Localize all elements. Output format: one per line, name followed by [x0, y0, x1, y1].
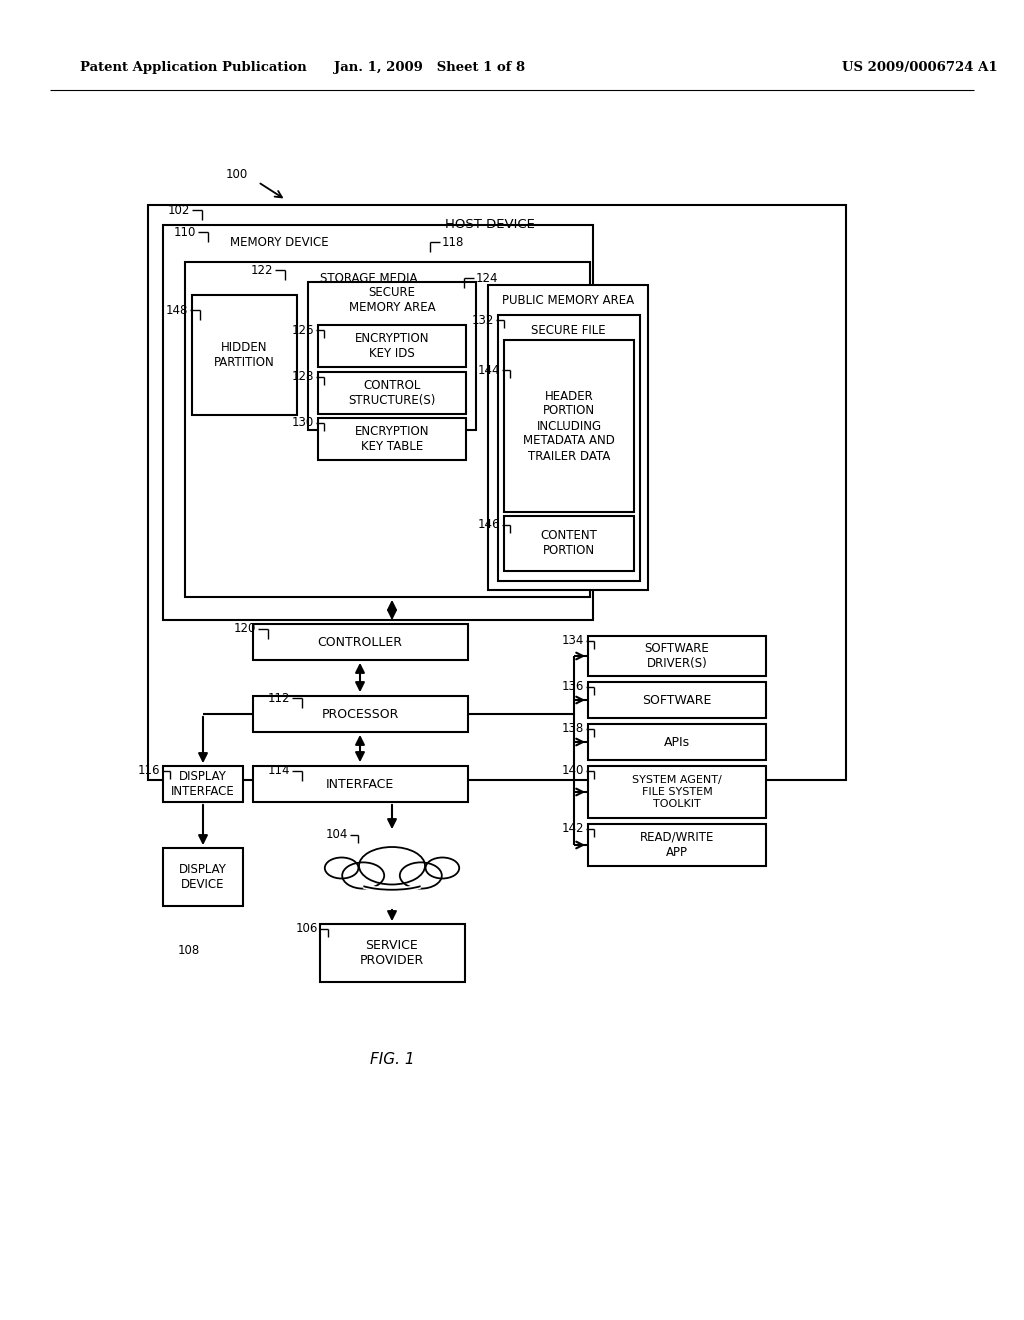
Bar [163, 766, 243, 803]
Bar [253, 624, 468, 660]
Bar [148, 205, 846, 780]
Bar [318, 372, 466, 414]
Text: 100: 100 [225, 169, 248, 181]
Bar [163, 847, 243, 906]
Text: DISPLAY
INTERFACE: DISPLAY INTERFACE [171, 770, 234, 799]
Text: 134: 134 [561, 635, 584, 648]
Text: 104: 104 [326, 829, 348, 842]
Text: US 2009/0006724 A1: US 2009/0006724 A1 [842, 62, 997, 74]
Text: 126: 126 [292, 323, 314, 337]
Bar [319, 924, 465, 982]
Bar [588, 766, 766, 818]
Text: 140: 140 [561, 764, 584, 777]
Text: SECURE
MEMORY AREA: SECURE MEMORY AREA [349, 286, 435, 314]
Bar [588, 682, 766, 718]
Text: DISPLAY
DEVICE: DISPLAY DEVICE [179, 863, 227, 891]
Ellipse shape [426, 858, 459, 879]
Text: 142: 142 [561, 822, 584, 836]
Text: CONTENT
PORTION: CONTENT PORTION [541, 529, 597, 557]
Text: 124: 124 [476, 272, 499, 285]
Bar [308, 282, 476, 430]
Text: ENCRYPTION
KEY TABLE: ENCRYPTION KEY TABLE [354, 425, 429, 453]
Ellipse shape [399, 862, 441, 888]
Text: 102: 102 [168, 203, 190, 216]
Text: Patent Application Publication: Patent Application Publication [80, 62, 307, 74]
Text: HEADER
PORTION
INCLUDING
METADATA AND
TRAILER DATA: HEADER PORTION INCLUDING METADATA AND TR… [523, 389, 615, 462]
Text: 132: 132 [472, 314, 494, 326]
Text: 128: 128 [292, 371, 314, 384]
Text: 108: 108 [178, 944, 200, 957]
Text: 120: 120 [233, 623, 256, 635]
Text: HIDDEN
PARTITION: HIDDEN PARTITION [214, 341, 274, 370]
Bar [588, 824, 766, 866]
Text: APIs: APIs [664, 735, 690, 748]
Text: SOFTWARE
DRIVER(S): SOFTWARE DRIVER(S) [645, 642, 710, 671]
Bar [504, 516, 634, 572]
Text: 138: 138 [562, 722, 584, 735]
Text: MEMORY DEVICE: MEMORY DEVICE [230, 235, 329, 248]
Bar [253, 766, 468, 803]
Text: 116: 116 [137, 764, 160, 777]
Text: STORAGE MEDIA: STORAGE MEDIA [319, 272, 418, 285]
Bar [498, 315, 640, 581]
Text: NETWORK: NETWORK [360, 869, 424, 880]
Text: 122: 122 [251, 264, 273, 276]
Bar [163, 224, 593, 620]
Text: READ/WRITE
APP: READ/WRITE APP [640, 832, 714, 859]
Bar [193, 294, 297, 414]
Text: 114: 114 [267, 764, 290, 777]
Bar [253, 696, 468, 733]
Text: 112: 112 [267, 692, 290, 705]
Text: ENCRYPTION
KEY IDS: ENCRYPTION KEY IDS [354, 333, 429, 360]
Text: 106: 106 [296, 923, 318, 936]
Text: HOST DEVICE: HOST DEVICE [445, 219, 535, 231]
Text: 130: 130 [292, 417, 314, 429]
Bar [504, 341, 634, 512]
Text: SECURE FILE: SECURE FILE [530, 323, 605, 337]
Ellipse shape [325, 858, 358, 879]
Text: 136: 136 [561, 681, 584, 693]
Text: CONTROLLER: CONTROLLER [317, 635, 402, 648]
Ellipse shape [359, 847, 425, 884]
Bar [588, 636, 766, 676]
Bar [318, 418, 466, 459]
Text: Jan. 1, 2009   Sheet 1 of 8: Jan. 1, 2009 Sheet 1 of 8 [335, 62, 525, 74]
Text: 148: 148 [166, 304, 188, 317]
Ellipse shape [342, 862, 384, 888]
Text: PROCESSOR: PROCESSOR [322, 708, 398, 721]
Text: INTERFACE: INTERFACE [326, 777, 394, 791]
Bar [318, 325, 466, 367]
Bar [185, 261, 590, 597]
Text: 118: 118 [442, 235, 464, 248]
Bar [488, 285, 648, 590]
Text: FIG. 1: FIG. 1 [370, 1052, 415, 1068]
Text: SOFTWARE: SOFTWARE [642, 693, 712, 706]
Text: SYSTEM AGENT/
FILE SYSTEM
TOOLKIT: SYSTEM AGENT/ FILE SYSTEM TOOLKIT [632, 775, 722, 809]
Bar [588, 723, 766, 760]
Text: 144: 144 [477, 363, 500, 376]
Text: 110: 110 [174, 226, 196, 239]
Text: CONTROL
STRUCTURE(S): CONTROL STRUCTURE(S) [348, 379, 435, 407]
Text: PUBLIC MEMORY AREA: PUBLIC MEMORY AREA [502, 293, 634, 306]
Text: 146: 146 [477, 519, 500, 532]
Text: SERVICE
PROVIDER: SERVICE PROVIDER [359, 939, 424, 968]
